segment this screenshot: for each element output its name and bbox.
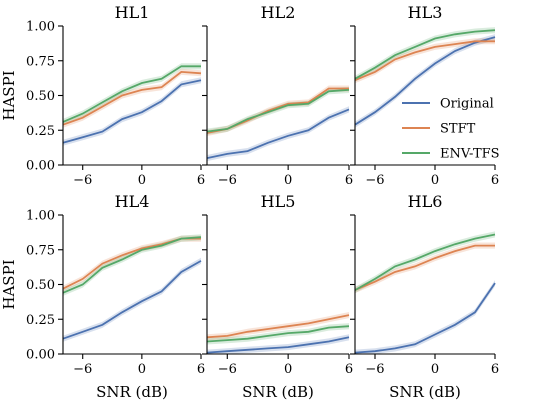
series-line-stft [206,314,350,339]
x-tick-label: 0 [138,362,146,377]
panel-title: HL3 [408,3,443,22]
y-tick-label: 1.00 [26,20,55,35]
x-tick-label: −6 [218,362,237,377]
x-tick-label: −6 [365,362,384,377]
x-tick-label: 0 [431,362,439,377]
y-tick-label: 0.50 [26,278,55,293]
x-axis-label: SNR (dB) [389,383,461,401]
confidence-band-env-tfs [355,27,495,82]
panel-hl5: HL5 −6 0 6 SNR (dB) [202,192,353,401]
y-tick-label: 0.25 [26,124,55,139]
series-line-original [354,36,496,126]
legend: Original STFT ENV-TFS [402,97,500,162]
confidence-band-original [207,334,349,354]
series-line-original [206,336,350,354]
series-line-original [62,260,202,340]
confidence-band-original [63,77,201,146]
x-tick-label: 6 [491,173,499,188]
series-line-env-tfs [354,233,496,291]
x-tick-label: 0 [284,173,292,188]
x-tick-label: −6 [73,362,92,377]
panel-title: HL2 [261,3,296,22]
panel-hl2: HL2 −6 0 6 [202,3,353,188]
series-line-env-tfs [206,325,350,343]
x-tick-label: 6 [197,362,205,377]
series-line-original [354,282,496,354]
confidence-band-stft [63,235,201,292]
x-tick-label: 0 [284,362,292,377]
x-axis-label: SNR (dB) [242,383,314,401]
y-tick-label: 1.00 [26,209,55,224]
series-line-env-tfs [354,29,496,80]
panel-title: HL1 [115,3,150,22]
legend-label-original: Original [440,97,494,112]
confidence-band-stft [355,242,495,294]
panel-title: HL4 [115,192,150,211]
confidence-band-original [355,280,495,354]
x-tick-label: −6 [73,173,92,188]
series-line-env-tfs [62,65,201,123]
panel-hl6: HL6 −6 0 6 SNR (dB) [350,192,499,401]
x-tick-label: 6 [197,173,205,188]
panel-hl4: HL4 −6 0 6 0.00 0.25 0.50 0.75 1.00 HASPI SNR (dB) [0,192,205,401]
series-line-env-tfs [62,236,202,294]
panel-title: HL5 [261,192,296,211]
series-line-original [62,79,202,144]
confidence-band-original [355,34,495,128]
series-line-env-tfs [206,89,350,133]
x-tick-label: 6 [345,362,353,377]
confidence-band-env-tfs [63,63,201,125]
x-tick-label: 6 [345,173,353,188]
x-tick-label: 0 [431,173,439,188]
confidence-band-stft [355,38,495,84]
panel-title: HL6 [408,192,443,211]
legend-label-env-tfs: ENV-TFS [440,147,500,162]
panel-hl1: HL1 −6 0 6 0.00 0.25 0.50 0.75 1.00 HASPI [0,3,205,188]
y-tick-label: 0.00 [26,159,55,174]
series-line-stft [354,40,495,82]
confidence-band-original [63,257,201,342]
y-axis-label: HASPI [0,70,18,120]
x-tick-label: −6 [218,173,237,188]
series-line-original [206,108,350,159]
y-tick-label: 0.25 [26,313,55,328]
confidence-band-stft [63,68,201,128]
series-line-stft [354,244,495,291]
x-tick-label: 6 [491,362,499,377]
x-tick-label: 0 [138,173,146,188]
y-tick-label: 0.00 [26,348,55,363]
series-line-stft [62,70,202,126]
x-tick-label: −6 [365,173,384,188]
y-tick-label: 0.75 [26,243,55,258]
x-axis-label: SNR (dB) [96,383,168,401]
y-tick-label: 0.50 [26,89,55,104]
confidence-band-env-tfs [63,234,201,296]
y-tick-label: 0.75 [26,54,55,69]
y-axis-label: HASPI [0,259,18,309]
panel-hl3: HL3 −6 0 6 [350,3,499,188]
legend-label-stft: STFT [440,122,476,137]
